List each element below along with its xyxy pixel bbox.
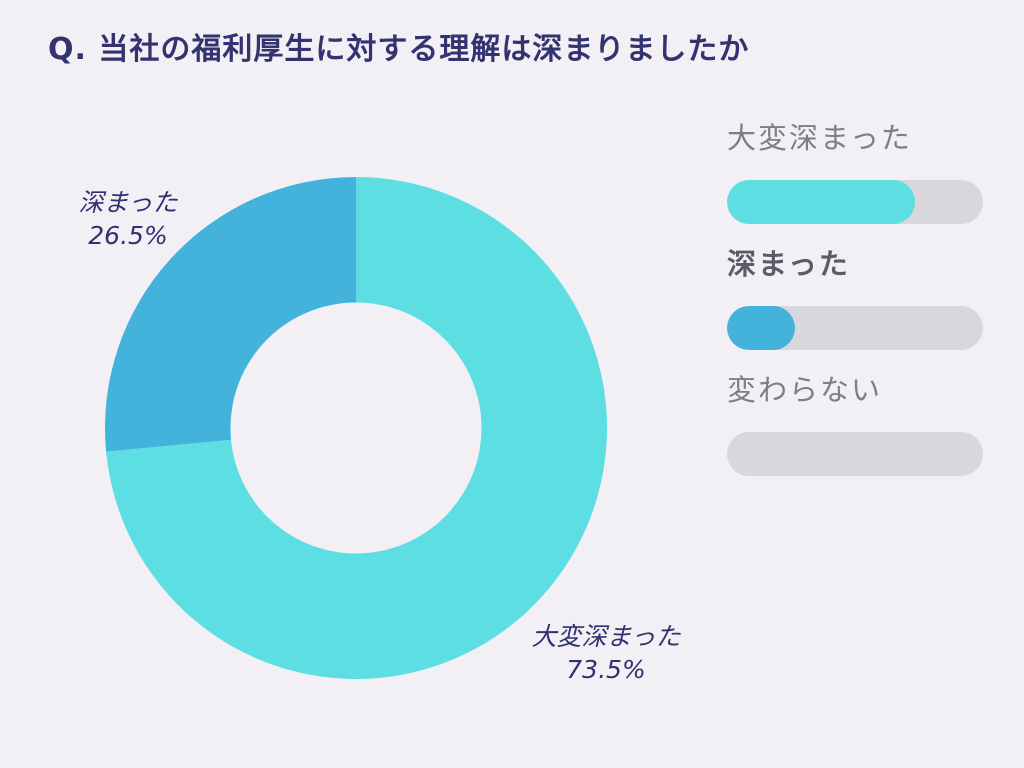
legend-label: 大変深まった [727,121,912,155]
legend-bar-fill [727,180,916,224]
legend-bar-track [727,432,983,476]
legend-bar-fill [727,306,795,350]
legend-label: 変わらない [727,373,883,407]
legend-item-no-change: 変わらない [727,372,983,476]
donut-chart-svg [104,177,607,679]
legend: 大変深まった 深まった 変わらない [727,120,983,498]
donut-chart [104,177,607,679]
page-title: Q. 当社の福利厚生に対する理解は深まりましたか [48,32,750,67]
legend-item-deepened: 深まった [727,246,983,350]
slice-label-text: 深まった [78,188,178,217]
slice-label-percent: 73.5% [566,655,646,684]
legend-bar-track [727,306,983,350]
slice-label-percent: 26.5% [88,221,168,250]
slice-label-text: 大変深まった [531,622,681,651]
slice-label-deepened: 深まった 26.5% [53,186,203,252]
legend-item-greatly-deepened: 大変深まった [727,120,983,224]
slice-label-greatly-deepened: 大変深まった 73.5% [516,620,696,686]
legend-label: 深まった [727,247,850,281]
legend-bar-track [727,180,983,224]
